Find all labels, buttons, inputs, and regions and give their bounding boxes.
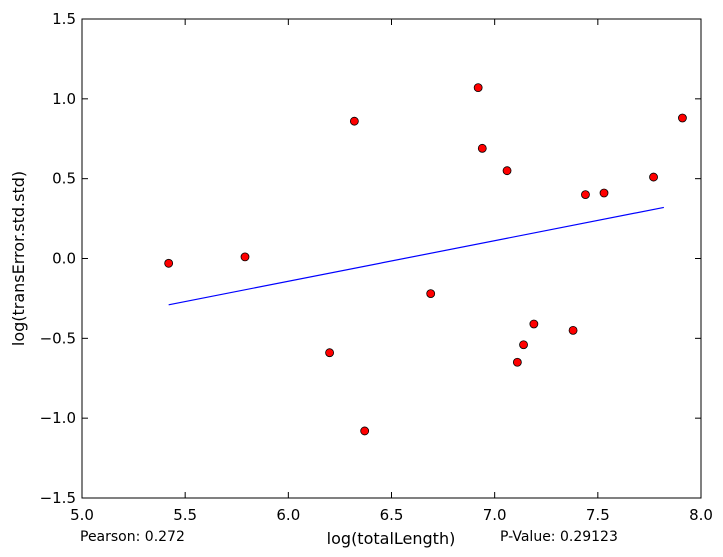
scatter-point	[426, 289, 436, 299]
y-tick-label: 0.5	[52, 170, 76, 188]
x-tick-label: 5.5	[173, 506, 197, 524]
x-tick-label: 5.0	[70, 506, 94, 524]
scatter-point	[240, 252, 250, 262]
y-tick-label: 0.0	[52, 250, 76, 268]
scatter-point	[502, 166, 512, 176]
scatter-point	[512, 357, 522, 367]
y-tick-label: −1.0	[40, 409, 76, 427]
y-tick-label: −0.5	[40, 329, 76, 347]
scatter-point	[581, 190, 590, 200]
y-tick-label: −1.5	[40, 489, 76, 507]
scatter-point	[519, 340, 528, 350]
scatter-point	[325, 348, 335, 358]
x-tick-label: 7.0	[483, 506, 507, 524]
x-axis-label: log(totalLength)	[327, 529, 456, 548]
scatter-point	[649, 172, 658, 182]
y-tick-label: 1.5	[52, 10, 76, 28]
x-tick-label: 6.5	[380, 506, 404, 524]
scatter-point	[473, 83, 483, 93]
data-marks	[164, 83, 687, 436]
x-tick-label: 8.0	[689, 506, 713, 524]
pvalue-label: P-Value: 0.29123	[500, 529, 618, 545]
pearson-label: Pearson: 0.272	[80, 529, 185, 545]
scatter-point	[477, 143, 487, 153]
axis-ticks: 5.0 5.5 6.0 6.5 7.0 7.5 8.0 −1.5 −1.0 −0.5 0.0 0.5 1…	[40, 10, 713, 524]
y-tick-label: 1.0	[52, 90, 76, 108]
scatter-point	[349, 116, 359, 126]
scatter-point	[599, 188, 609, 198]
plot-area	[81, 18, 702, 499]
scatter-point	[678, 113, 687, 123]
scatter-point	[164, 258, 174, 268]
scatter-point	[568, 325, 578, 335]
scatter-point	[360, 426, 370, 436]
y-axis-label: log(transError.std.std)	[9, 171, 28, 346]
regression-line	[168, 206, 664, 306]
x-tick-label: 7.5	[586, 506, 610, 524]
scatter-point	[529, 319, 539, 329]
x-tick-label: 6.0	[276, 506, 300, 524]
